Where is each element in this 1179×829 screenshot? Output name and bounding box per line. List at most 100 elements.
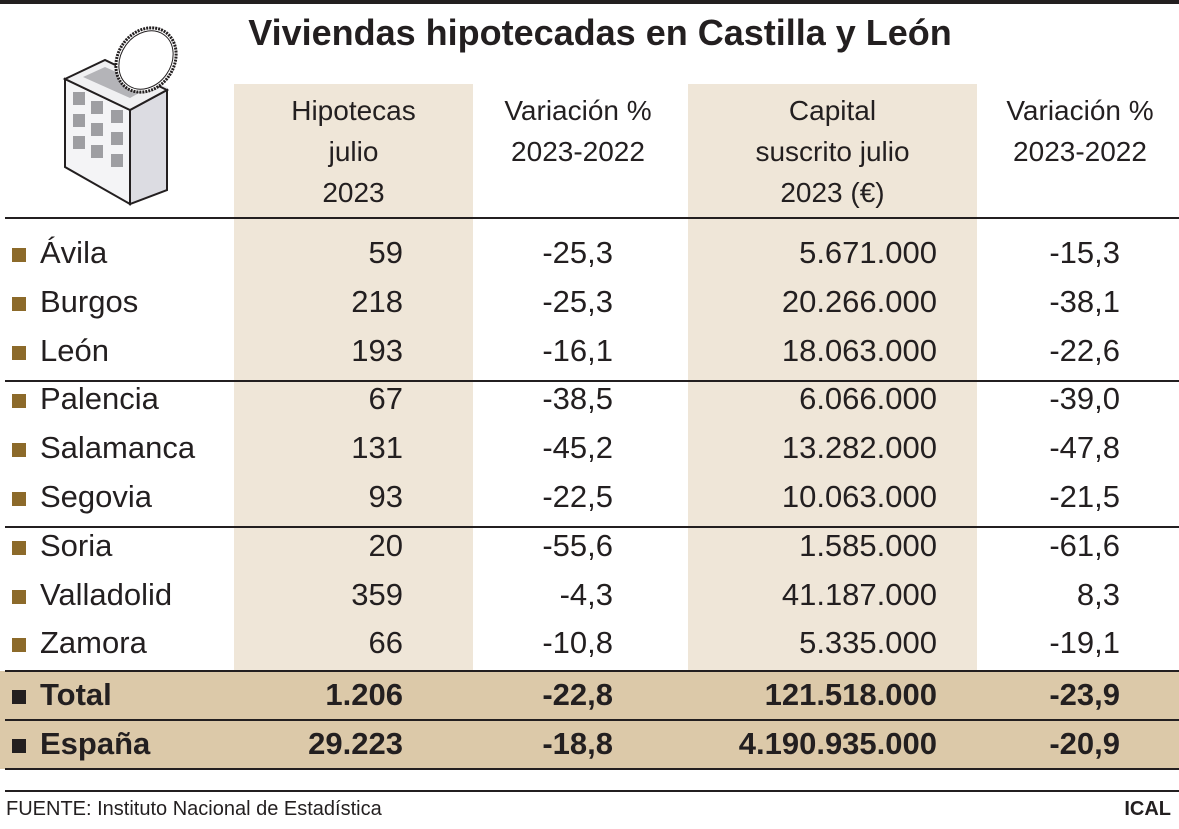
- bullet-icon: [12, 638, 26, 653]
- capital-value: 10.063.000: [781, 479, 937, 514]
- hipotecas-value: 193: [351, 332, 403, 368]
- capital-value: 1.585.000: [799, 527, 937, 563]
- source-note: FUENTE: Instituto Nacional de Estadístic…: [6, 798, 382, 820]
- total-divider: [5, 670, 1179, 672]
- row-label: Salamanca: [40, 430, 196, 466]
- credit: ICAL: [1124, 798, 1171, 820]
- row-label: Zamora: [40, 625, 147, 661]
- building-with-coin-icon: [62, 26, 178, 206]
- hipotecas-variation: -45,2: [542, 430, 613, 466]
- row-label: Burgos: [40, 283, 139, 319]
- hipotecas-value: 1.206: [325, 677, 403, 712]
- capital-value: 20.266.000: [781, 283, 937, 319]
- row-label: Palencia: [40, 381, 159, 417]
- hipotecas-variation: -18,8: [542, 726, 613, 761]
- capital-value: 121.518.000: [764, 677, 937, 712]
- column-shade-hipotecas: [234, 84, 473, 671]
- hipotecas-variation: -22,5: [542, 479, 613, 514]
- hipotecas-variation: -25,3: [542, 235, 613, 270]
- capital-value: 18.063.000: [781, 332, 937, 368]
- capital-value: 5.671.000: [799, 235, 937, 270]
- hipotecas-value: 29.223: [308, 726, 403, 761]
- header-variacion-hipotecas: Variación % 2023-2022: [478, 90, 678, 172]
- hipotecas-variation: -4,3: [559, 576, 613, 612]
- hipotecas-value: 66: [368, 625, 403, 661]
- summary-row: Total 1.206 -22,8 121.518.000 -23,9: [0, 671, 1179, 720]
- header-variacion-capital: Variación % 2023-2022: [985, 90, 1175, 172]
- hipotecas-variation: -16,1: [542, 332, 613, 368]
- capital-variation: -47,8: [1049, 430, 1120, 466]
- header-divider: [5, 217, 1179, 219]
- header-line: 2023-2022: [511, 136, 645, 167]
- hipotecas-variation: -38,5: [542, 381, 613, 417]
- chart-title: Viviendas hipotecadas en Castilla y León: [248, 12, 952, 53]
- header-line: 2023 (€): [780, 177, 885, 208]
- hipotecas-value: 93: [368, 479, 403, 514]
- hipotecas-variation: -10,8: [542, 625, 613, 661]
- bullet-icon: [12, 248, 26, 262]
- table-row: Ávila 59 -25,3 5.671.000 -15,3: [0, 229, 1179, 278]
- table-row: Palencia 67 -38,5 6.066.000 -39,0: [0, 375, 1179, 424]
- header-capital: Capital suscrito julio 2023 (€): [688, 90, 977, 213]
- capital-value: 41.187.000: [781, 576, 937, 612]
- hipotecas-variation: -22,8: [542, 677, 613, 712]
- row-label: Soria: [40, 527, 113, 563]
- espana-divider: [5, 719, 1179, 721]
- capital-variation: -21,5: [1049, 479, 1120, 514]
- table-row: Burgos 218 -25,3 20.266.000 -38,1: [0, 278, 1179, 327]
- table-bottom-rule: [5, 768, 1179, 770]
- group-divider: [5, 380, 1179, 382]
- header-line: Variación %: [504, 95, 652, 126]
- bullet-icon: [12, 345, 26, 360]
- table-row: Soria 20 -55,6 1.585.000 -61,6: [0, 522, 1179, 571]
- capital-variation: -20,9: [1049, 726, 1120, 761]
- hipotecas-variation: -25,3: [542, 283, 613, 319]
- bullet-icon: [12, 690, 26, 704]
- row-label: León: [40, 332, 109, 368]
- header-line: Variación %: [1006, 95, 1154, 126]
- hipotecas-variation: -55,6: [542, 527, 613, 563]
- hipotecas-value: 131: [351, 430, 403, 466]
- top-rule: [0, 0, 1179, 4]
- column-shade-capital: [688, 84, 977, 671]
- capital-value: 13.282.000: [781, 430, 937, 466]
- hipotecas-value: 359: [351, 576, 403, 612]
- header-line: suscrito julio: [755, 136, 910, 167]
- table-row: Salamanca 131 -45,2 13.282.000 -47,8: [0, 424, 1179, 473]
- capital-variation: -38,1: [1049, 283, 1120, 319]
- hipotecas-value: 67: [368, 381, 403, 417]
- capital-variation: -19,1: [1049, 625, 1120, 661]
- capital-value: 5.335.000: [799, 625, 937, 661]
- bullet-icon: [12, 589, 26, 604]
- capital-value: 6.066.000: [799, 381, 937, 417]
- header-line: julio: [328, 136, 379, 167]
- header-line: Capital: [788, 95, 877, 126]
- table-row: Zamora 66 -10,8 5.335.000 -19,1: [0, 619, 1179, 668]
- header-line: 2023: [322, 177, 385, 208]
- hipotecas-value: 20: [368, 527, 403, 563]
- row-label: España: [40, 726, 151, 761]
- bullet-icon: [12, 540, 26, 555]
- table-row: Segovia 93 -22,5 10.063.000 -21,5: [0, 473, 1179, 522]
- table-row: León 193 -16,1 18.063.000 -22,6: [0, 327, 1179, 376]
- header-line: Hipotecas: [291, 95, 416, 126]
- bullet-icon: [12, 739, 26, 753]
- bullet-icon: [12, 443, 26, 458]
- capital-value: 4.190.935.000: [738, 726, 937, 761]
- footer-rule: [5, 790, 1179, 792]
- capital-variation: 8,3: [1076, 576, 1120, 612]
- capital-variation: -15,3: [1049, 235, 1120, 270]
- row-label: Segovia: [40, 479, 153, 514]
- row-label: Ávila: [40, 235, 108, 270]
- header-line: 2023-2022: [1013, 136, 1147, 167]
- row-label: Valladolid: [40, 576, 173, 612]
- hipotecas-value: 218: [351, 283, 403, 319]
- hipotecas-value: 59: [368, 235, 403, 270]
- capital-variation: -22,6: [1049, 332, 1120, 368]
- summary-row: España 29.223 -18,8 4.190.935.000 -20,9: [0, 720, 1179, 769]
- bullet-icon: [12, 296, 26, 311]
- row-label: Total: [40, 677, 112, 712]
- group-divider: [5, 526, 1179, 528]
- bullet-icon: [12, 394, 26, 409]
